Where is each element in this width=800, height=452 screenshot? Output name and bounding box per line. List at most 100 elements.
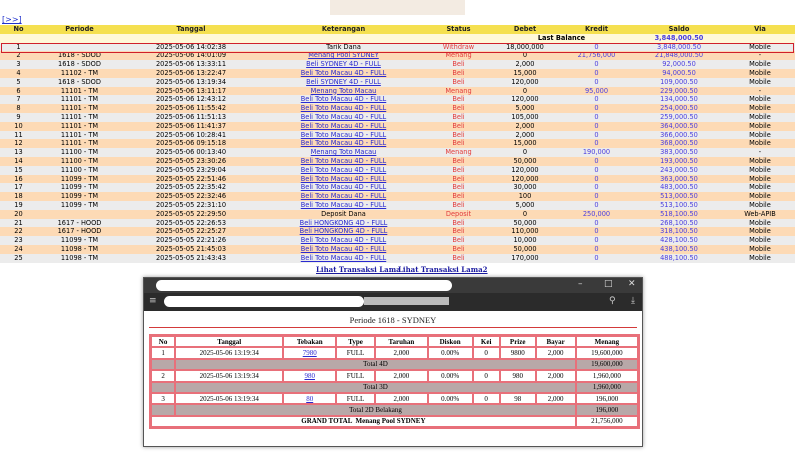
table-row: 20 2025-05-05 22:29:50 Deposit Dana Deposit… [0, 209, 795, 219]
keterangan-link[interactable]: Beli Toto Macau 4D - FULL [300, 130, 387, 139]
keterangan-link[interactable]: Menang Toto Macau [310, 148, 377, 157]
row-no: 19 [0, 200, 37, 210]
detail-bayar: 2,000 [535, 392, 576, 405]
total-spacer [151, 381, 176, 393]
keterangan-link[interactable]: Beli Toto Macau 4D - FULL [300, 112, 387, 121]
zoom-icon[interactable]: ⚲ [609, 296, 616, 306]
keterangan-link[interactable]: Beli SYDNEY 4D - FULL [306, 60, 381, 69]
keterangan-link[interactable]: Beli Toto Macau 4D - FULL [300, 139, 387, 148]
close-icon[interactable]: ✕ [628, 279, 636, 289]
detail-prize: 98 [499, 392, 536, 405]
keterangan-link[interactable]: Beli Toto Macau 4D - FULL [300, 68, 387, 77]
keterangan-link[interactable]: Beli HONGKONG 4D - FULL [299, 227, 388, 236]
keterangan-link[interactable]: Beli Toto Macau 4D - FULL [300, 95, 387, 104]
detail-kei: 0 [472, 370, 500, 382]
row-periode: 11101 - TM [37, 112, 122, 122]
row-tanggal: 2025-05-06 14:01:09 [122, 51, 260, 61]
row-kredit: 95,000 [560, 86, 633, 96]
row-keterangan: Beli Toto Macau 4D - FULL [260, 68, 427, 78]
maximize-icon[interactable]: □ [604, 279, 613, 289]
keterangan-link[interactable]: Beli Toto Macau 4D - FULL [300, 183, 387, 192]
detail-prize: 9800 [499, 347, 536, 359]
last-balance-label: Last Balance [490, 33, 633, 43]
row-no: 21 [0, 218, 37, 228]
row-kredit: 0 [560, 183, 633, 193]
detail-no: 1 [151, 347, 176, 359]
row-status: Beli [427, 253, 490, 263]
row-debet: 5,000 [490, 104, 560, 113]
row-debet: 120,000 [490, 95, 560, 105]
lihat-transaksi-lama-link[interactable]: Lihat Transaksi Lama [316, 265, 401, 274]
row-kredit: 0 [560, 174, 633, 184]
download-icon[interactable]: ⤓ [631, 296, 635, 306]
row-periode: 11101 - TM [37, 86, 122, 96]
top-banner [330, 0, 465, 15]
detail-total-row: Total 3D 1,960,000 [151, 381, 638, 393]
keterangan-link[interactable]: Beli Toto Macau 4D - FULL [300, 192, 387, 201]
row-saldo: 488,100.50 [633, 253, 725, 263]
lihat-transaksi-lama2-link[interactable]: Lihat Transaksi Lama2 [398, 265, 488, 274]
row-kredit: 0 [560, 253, 633, 263]
row-keterangan: Beli Toto Macau 4D - FULL [260, 244, 427, 254]
keterangan-link[interactable]: Beli Toto Macau 4D - FULL [300, 104, 387, 113]
row-debet: 120,000 [490, 174, 560, 184]
detail-menang: 196,000 [575, 392, 638, 405]
detail-tanggal: 2025-05-06 13:19:34 [175, 347, 284, 359]
detail-bayar: 2,000 [535, 347, 576, 359]
row-via: Mobile [725, 165, 795, 175]
row-debet: 15,000 [490, 139, 560, 149]
row-keterangan: Beli Toto Macau 4D - FULL [260, 236, 427, 245]
row-debet: 120,000 [490, 165, 560, 175]
detail-diskon: 0.00% [427, 370, 473, 382]
tebakan-link[interactable]: 80 [306, 394, 314, 403]
row-status: Beli [427, 218, 490, 228]
row-debet: 10,000 [490, 236, 560, 245]
row-periode: 11099 - TM [37, 236, 122, 245]
keterangan-link[interactable]: Beli SYDNEY 4D - FULL [306, 77, 381, 86]
row-tanggal: 2025-05-06 11:41:37 [122, 121, 260, 131]
column-header-kredit: Kredit [560, 25, 633, 34]
row-saldo: 268,100.50 [633, 218, 725, 228]
row-saldo: 229,000.50 [633, 86, 725, 96]
row-no: 1 [0, 42, 37, 52]
keterangan-link[interactable]: Beli Toto Macau 4D - FULL [300, 253, 387, 262]
row-keterangan: Beli SYDNEY 4D - FULL [260, 77, 427, 87]
detail-type: FULL [336, 370, 376, 382]
total-spacer [151, 358, 176, 371]
row-saldo: 259,000.50 [633, 112, 725, 122]
keterangan-link[interactable]: Beli Toto Macau 4D - FULL [300, 121, 387, 130]
row-kredit: 0 [560, 121, 633, 131]
keterangan-link[interactable]: Menang Toto Macau [310, 86, 377, 95]
keterangan-link[interactable]: Beli Toto Macau 4D - FULL [300, 200, 387, 209]
minimize-icon[interactable]: – [578, 279, 583, 289]
keterangan-link[interactable]: Menang Pool SYDNEY [308, 51, 379, 60]
detail-header-kei: Kei [472, 336, 500, 348]
keterangan-link[interactable]: Beli Toto Macau 4D - FULL [300, 236, 387, 245]
keterangan-link[interactable]: Beli Toto Macau 4D - FULL [300, 244, 387, 253]
row-via: Mobile [725, 60, 795, 69]
row-kredit: 0 [560, 218, 633, 228]
row-keterangan: Beli HONGKONG 4D - FULL [260, 227, 427, 237]
keterangan-link[interactable]: Beli Toto Macau 4D - FULL [300, 174, 387, 183]
keterangan-link[interactable]: Beli HONGKONG 4D - FULL [299, 218, 388, 227]
total-value: 1,960,000 [575, 381, 638, 393]
keterangan-link[interactable]: Beli Toto Macau 4D - FULL [300, 156, 387, 165]
row-no: 11 [0, 130, 37, 140]
address-bar[interactable] [164, 296, 364, 307]
row-saldo: 92,000.50 [633, 60, 725, 69]
row-via: - [725, 148, 795, 157]
detail-header-tebakan: Tebakan [283, 336, 337, 348]
tebakan-link[interactable]: 7980 [302, 349, 317, 358]
address-redacted [364, 297, 449, 305]
row-via: Web-APIB [725, 209, 795, 219]
settings-sliders-icon[interactable]: ≡ [149, 296, 157, 306]
table-row: 21 1617 - HOOD 2025-05-05 22:26:53 Beli HON… [0, 218, 795, 228]
keterangan-link[interactable]: Beli Toto Macau 4D - FULL [300, 165, 387, 174]
row-tanggal: 2025-05-06 13:19:34 [122, 77, 260, 87]
detail-kei: 0 [472, 392, 500, 405]
tebakan-link[interactable]: 980 [304, 371, 315, 380]
row-debet: 50,000 [490, 156, 560, 166]
row-periode: 11101 - TM [37, 130, 122, 140]
row-via: - [725, 86, 795, 96]
next-page-link[interactable]: [>>] [2, 15, 22, 24]
